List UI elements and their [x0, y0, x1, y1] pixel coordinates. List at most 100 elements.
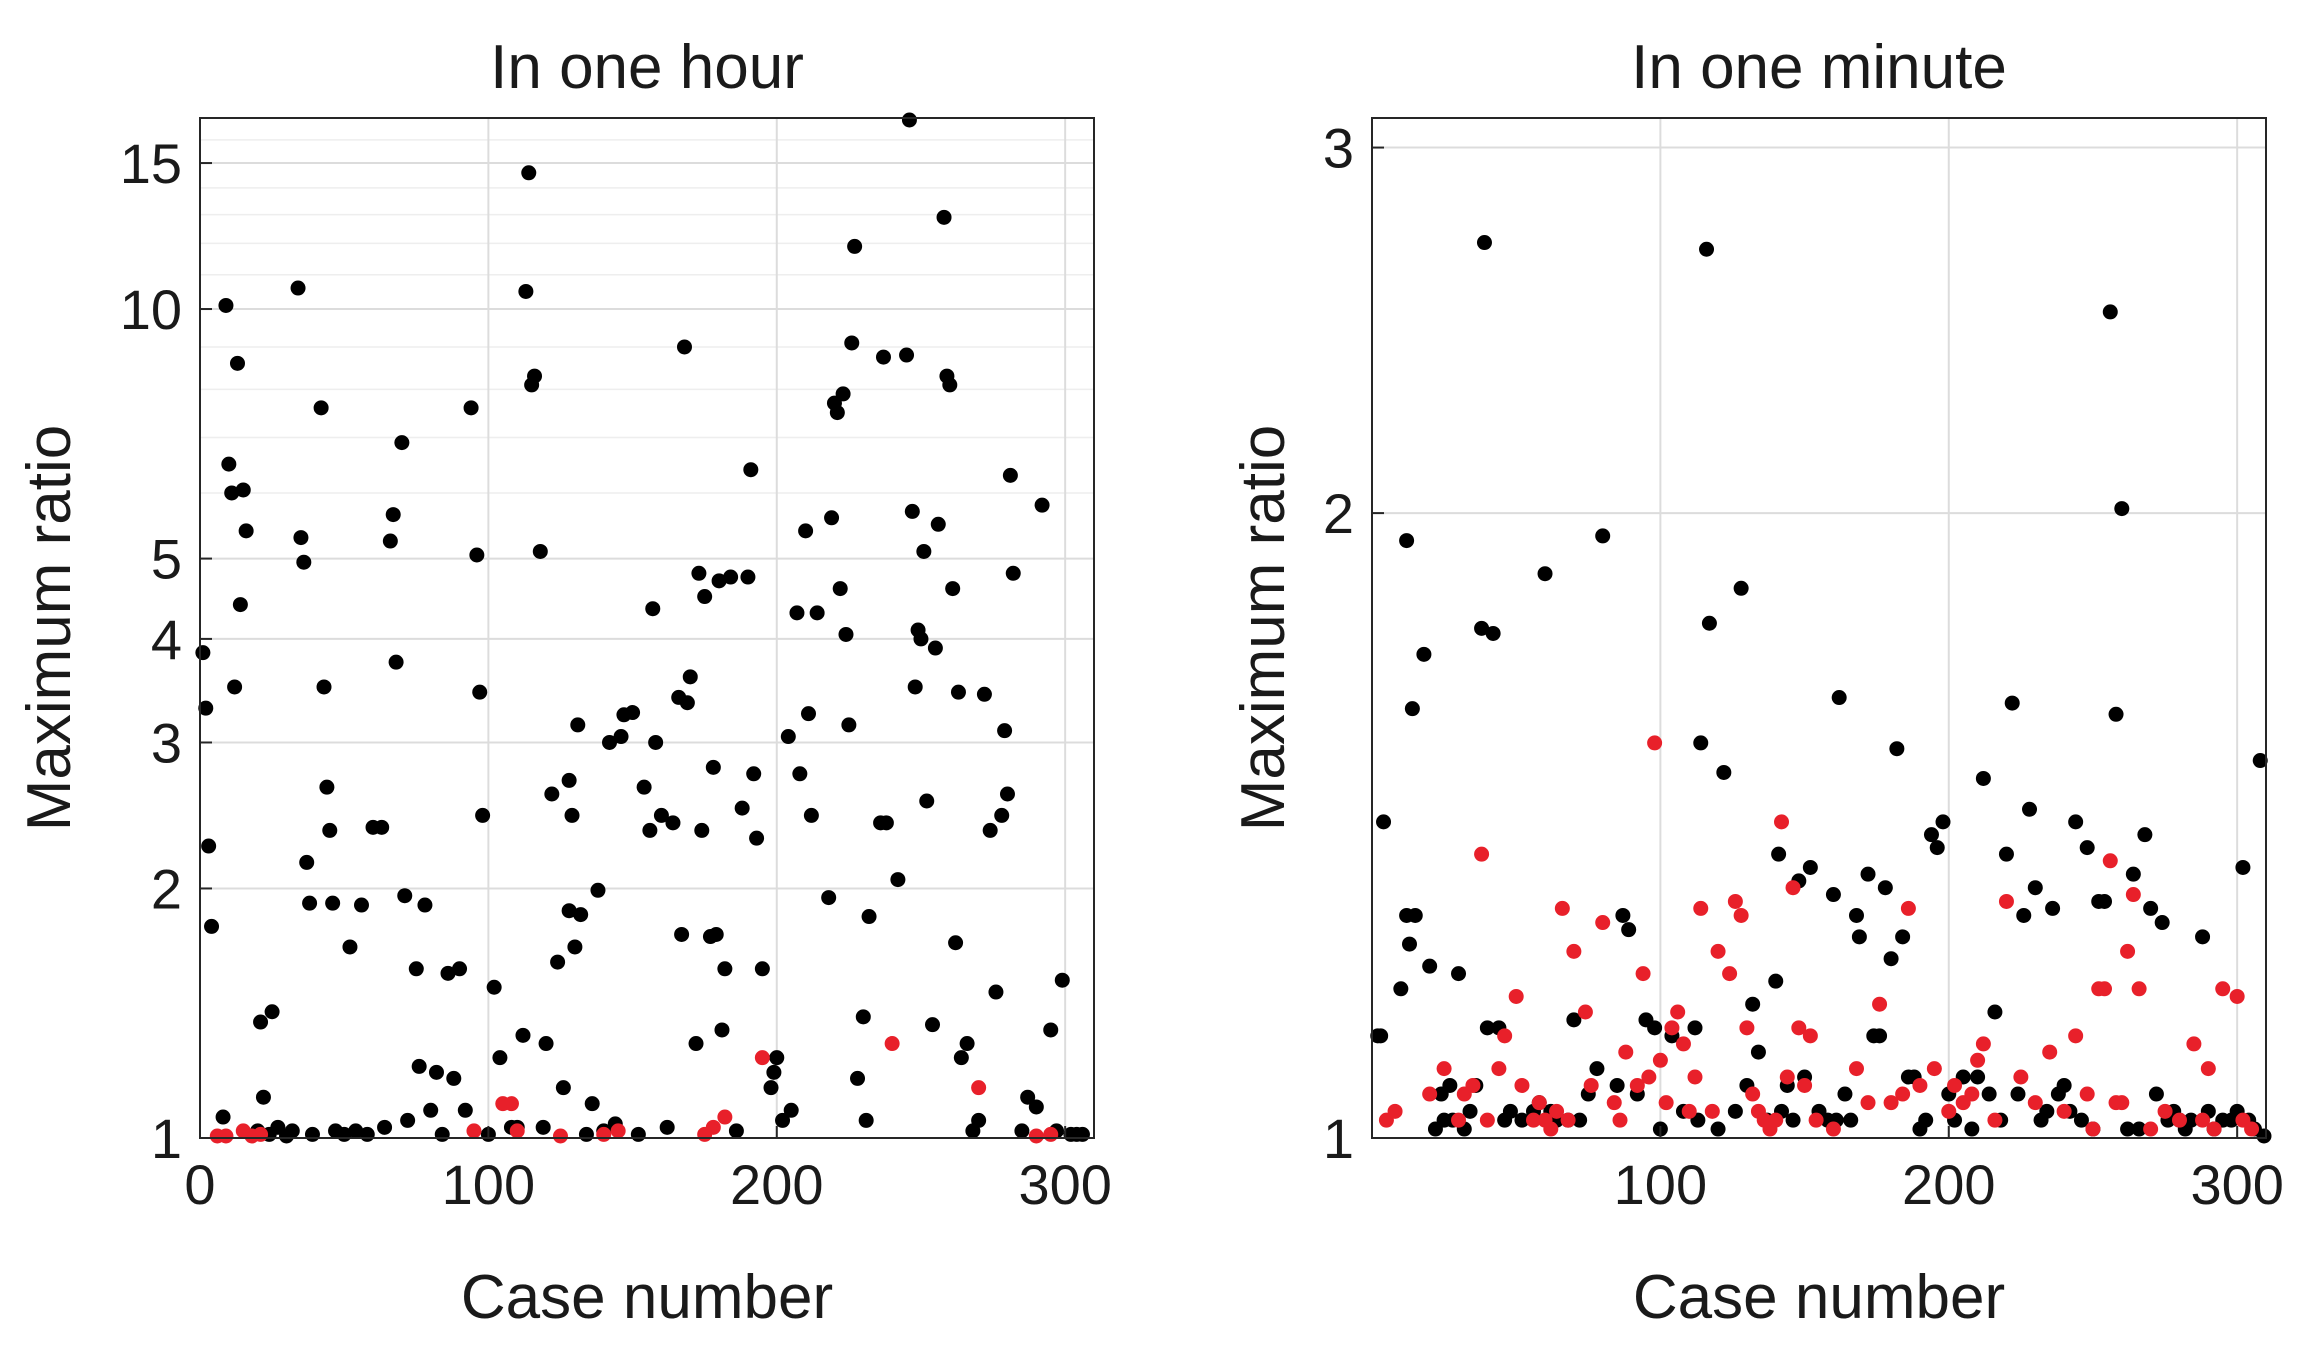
black-data-point — [235, 482, 251, 498]
chart-title: In one hour — [490, 33, 804, 102]
red-data-point — [1693, 900, 1709, 916]
red-data-point — [1745, 1086, 1761, 1102]
red-data-point — [1825, 1121, 1841, 1137]
black-data-point — [544, 786, 560, 802]
y-tick-label: 10 — [120, 278, 182, 341]
black-data-point — [284, 1123, 300, 1139]
black-data-point — [878, 815, 894, 831]
black-data-point — [2039, 1103, 2055, 1119]
black-data-point — [769, 1050, 785, 1066]
black-data-point — [1615, 907, 1631, 923]
black-data-point — [780, 729, 796, 745]
x-tick-label: 100 — [442, 1153, 535, 1216]
red-data-point — [1641, 1069, 1657, 1085]
red-data-point — [2114, 1095, 2130, 1111]
black-data-point — [1771, 846, 1787, 862]
red-data-point — [503, 1096, 519, 1112]
y-tick-label: 15 — [120, 132, 182, 195]
black-data-point — [1851, 929, 1867, 945]
red-data-point — [1802, 1028, 1818, 1044]
chart-title: In one minute — [1631, 33, 2007, 102]
black-data-point — [2045, 900, 2061, 916]
black-data-point — [1701, 615, 1717, 631]
black-data-point — [293, 530, 309, 546]
black-data-point — [215, 1109, 231, 1125]
black-data-point — [1918, 1112, 1934, 1128]
black-data-point — [1727, 1103, 1743, 1119]
red-data-point — [754, 1050, 770, 1066]
x-axis-label: Case number — [461, 1263, 833, 1332]
black-data-point — [682, 669, 698, 685]
black-data-point — [2256, 1128, 2272, 1144]
black-data-point — [535, 1119, 551, 1135]
black-data-point — [319, 779, 335, 795]
red-data-point — [1912, 1077, 1928, 1093]
red-data-point — [1900, 900, 1916, 916]
red-data-point — [2143, 1121, 2159, 1137]
black-data-point — [296, 554, 312, 570]
red-data-point — [2157, 1103, 2173, 1119]
red-data-point — [1387, 1103, 1403, 1119]
black-data-point — [832, 581, 848, 597]
black-data-point — [1935, 814, 1951, 830]
red-data-point — [1998, 893, 2014, 909]
red-data-point — [1975, 1036, 1991, 1052]
black-data-point — [253, 1014, 269, 1030]
black-data-point — [919, 793, 935, 809]
black-data-point — [1687, 1020, 1703, 1036]
black-data-point — [463, 400, 479, 416]
black-data-point — [2114, 501, 2130, 517]
black-data-point — [850, 1070, 866, 1086]
black-data-point — [385, 507, 401, 523]
black-data-point — [1745, 996, 1761, 1012]
red-data-point — [1947, 1077, 1963, 1093]
black-data-point — [2252, 753, 2268, 769]
black-data-point — [800, 706, 816, 722]
black-data-point — [999, 786, 1015, 802]
red-data-point — [1791, 1020, 1807, 1036]
black-data-point — [1014, 1123, 1030, 1139]
black-data-point — [1843, 1112, 1859, 1128]
black-data-point — [304, 1126, 320, 1142]
red-data-point — [1465, 1077, 1481, 1093]
black-data-point — [705, 759, 721, 775]
red-data-point — [1658, 1095, 1674, 1111]
black-data-point — [2068, 814, 2084, 830]
black-data-point — [578, 1126, 594, 1142]
black-data-point — [674, 926, 690, 942]
black-data-point — [847, 238, 863, 254]
black-data-point — [1401, 936, 1417, 952]
black-data-point — [2102, 304, 2118, 320]
black-data-point — [746, 766, 762, 782]
black-data-point — [602, 734, 618, 750]
y-tick-label: 3 — [1323, 117, 1354, 180]
black-data-point — [2154, 915, 2170, 931]
red-data-point — [2244, 1121, 2260, 1137]
black-data-point — [1476, 235, 1492, 251]
black-data-point — [936, 209, 952, 225]
black-data-point — [875, 349, 891, 365]
black-data-point — [2022, 801, 2038, 817]
black-data-point — [411, 1058, 427, 1074]
black-data-point — [1693, 735, 1709, 751]
black-data-point — [648, 734, 664, 750]
red-data-point — [1491, 1061, 1507, 1077]
black-data-point — [255, 1089, 271, 1105]
black-data-point — [394, 435, 410, 451]
black-data-point — [1802, 859, 1818, 875]
black-data-point — [2131, 1121, 2147, 1137]
black-data-point — [195, 645, 211, 661]
red-data-point — [2229, 988, 2245, 1004]
black-data-point — [532, 543, 548, 559]
red-data-point — [2120, 943, 2136, 959]
black-data-point — [1005, 565, 1021, 581]
red-data-point — [1566, 943, 1582, 959]
black-data-point — [809, 605, 825, 621]
x-axis-label: Case number — [1633, 1263, 2005, 1332]
black-data-point — [740, 569, 756, 585]
black-data-point — [953, 1050, 969, 1066]
red-data-point — [1733, 907, 1749, 923]
black-data-point — [1621, 922, 1637, 938]
black-data-point — [1442, 1077, 1458, 1093]
black-data-point — [2097, 893, 2113, 909]
